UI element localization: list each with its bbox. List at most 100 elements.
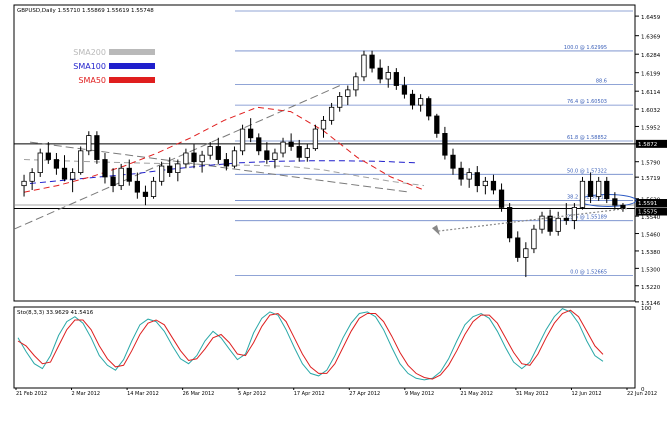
stochastic-line-pct-k xyxy=(17,308,604,381)
fib-level-label: 61.8 @ 1.58852 xyxy=(567,135,607,141)
candle-body xyxy=(288,141,294,147)
candle-body xyxy=(490,180,497,191)
y-tick-label: 1.5220 xyxy=(641,285,661,291)
candle-body xyxy=(215,146,221,160)
x-tick-label: 21 May 2012 xyxy=(460,391,493,397)
candle-body xyxy=(78,150,84,173)
y-tick-label: 1.5790 xyxy=(641,161,661,167)
y-tick-label: 1.5540 xyxy=(641,215,661,221)
legend-swatch xyxy=(109,77,155,83)
candle-body xyxy=(142,191,149,197)
price-badge-label: 1.5872 xyxy=(638,142,657,148)
candle-body xyxy=(207,146,213,156)
candle-body xyxy=(21,180,27,187)
oscillator-title: Sto(8,3,3) 33.9629 41.5416 xyxy=(17,310,94,316)
candle-body xyxy=(29,172,35,182)
candle-body xyxy=(596,180,602,197)
fib-level-label: 50.0 @ 1.57322 xyxy=(567,168,607,174)
candle-body xyxy=(612,198,618,206)
candle-body xyxy=(328,106,335,121)
candle-body xyxy=(531,228,537,250)
candle-body xyxy=(353,76,359,91)
x-tick-label: 2 Mar 2012 xyxy=(72,391,101,397)
sma-line-sma50 xyxy=(23,106,425,193)
candle-body xyxy=(466,172,472,180)
candle-body xyxy=(199,154,205,163)
y-tick-label: 1.6369 xyxy=(641,35,661,41)
x-tick-label: 9 May 2012 xyxy=(405,391,434,397)
fib-level-label: 88.6 xyxy=(596,79,607,85)
candle-body xyxy=(175,163,181,173)
candle-body xyxy=(393,72,399,86)
candle-body xyxy=(256,137,262,152)
candle-body xyxy=(539,215,545,230)
projection-arrow-head xyxy=(432,225,440,236)
candle-body xyxy=(86,135,92,152)
candle-body xyxy=(555,217,561,232)
candle-body xyxy=(94,135,100,160)
chart-header-text: GBPUSD,Daily 1.55710 1.55869 1.55619 1.5… xyxy=(17,8,154,14)
candle-body xyxy=(167,165,173,173)
candle-body xyxy=(69,172,76,180)
candle-body xyxy=(231,150,238,167)
sma-line-sma100 xyxy=(29,160,416,184)
x-tick-label: 31 May 2012 xyxy=(516,391,549,397)
candle-body xyxy=(474,172,480,187)
candle-body xyxy=(337,96,343,108)
candle-body xyxy=(45,152,51,160)
fib-level-label: 0.0 @ 1.52665 xyxy=(570,270,607,276)
candle-body xyxy=(604,180,610,200)
candle-body xyxy=(118,167,124,187)
x-tick-label: 17 Apr 2012 xyxy=(294,391,325,397)
oscillator-y-label: 100 xyxy=(641,306,652,312)
y-tick-label: 1.6284 xyxy=(641,53,661,59)
legend-label: SMA100 xyxy=(73,62,106,71)
candle-body xyxy=(369,54,375,69)
candle-body xyxy=(110,176,116,187)
candle-body xyxy=(620,204,626,209)
fib-level-label: 23.6 @ 1.55189 xyxy=(567,215,607,221)
candle-body xyxy=(377,67,383,80)
y-tick-label: 1.5146 xyxy=(641,301,661,307)
y-tick-label: 1.6459 xyxy=(641,15,661,21)
y-tick-label: 1.5300 xyxy=(641,267,661,273)
candle-body xyxy=(482,180,488,187)
y-tick-label: 1.5719 xyxy=(641,176,661,182)
x-tick-label: 14 Mar 2012 xyxy=(127,391,159,397)
candle-body xyxy=(563,217,569,221)
y-tick-label: 1.6114 xyxy=(641,90,661,96)
x-tick-label: 12 Jun 2012 xyxy=(571,391,601,397)
candle-body xyxy=(53,159,60,169)
y-tick-label: 1.6199 xyxy=(641,72,661,78)
candle-body xyxy=(248,128,254,139)
candle-body xyxy=(361,54,367,78)
projection-arrow-line xyxy=(435,207,628,232)
legend-swatch xyxy=(109,49,155,55)
fib-level-label: 38.2 @ 1.56115 xyxy=(567,194,607,200)
candle-body xyxy=(61,167,68,180)
candle-body xyxy=(385,72,391,80)
fib-level-label: 100.0 @ 1.62995 xyxy=(564,45,607,51)
candle-body xyxy=(312,128,319,150)
trend-line-down xyxy=(29,141,411,193)
candle-body xyxy=(571,207,578,221)
candle-body xyxy=(579,180,586,208)
candle-body xyxy=(37,152,43,173)
y-tick-label: 1.5460 xyxy=(641,233,661,239)
candle-body xyxy=(417,98,424,106)
candle-body xyxy=(272,152,278,160)
main-panel xyxy=(13,4,636,302)
candle-body xyxy=(304,148,310,158)
candle-body xyxy=(239,128,246,152)
candle-body xyxy=(280,141,286,154)
x-tick-label: 22 Jun 2012 xyxy=(627,391,657,397)
price-badge xyxy=(636,139,667,148)
oscillator-y-label: 0 xyxy=(641,387,645,393)
x-tick-label: 27 Apr 2012 xyxy=(349,391,380,397)
candle-body xyxy=(345,89,351,97)
candle-body xyxy=(523,248,529,258)
candle-body xyxy=(442,133,448,156)
candle-body xyxy=(401,85,408,95)
price-badge xyxy=(636,199,667,208)
